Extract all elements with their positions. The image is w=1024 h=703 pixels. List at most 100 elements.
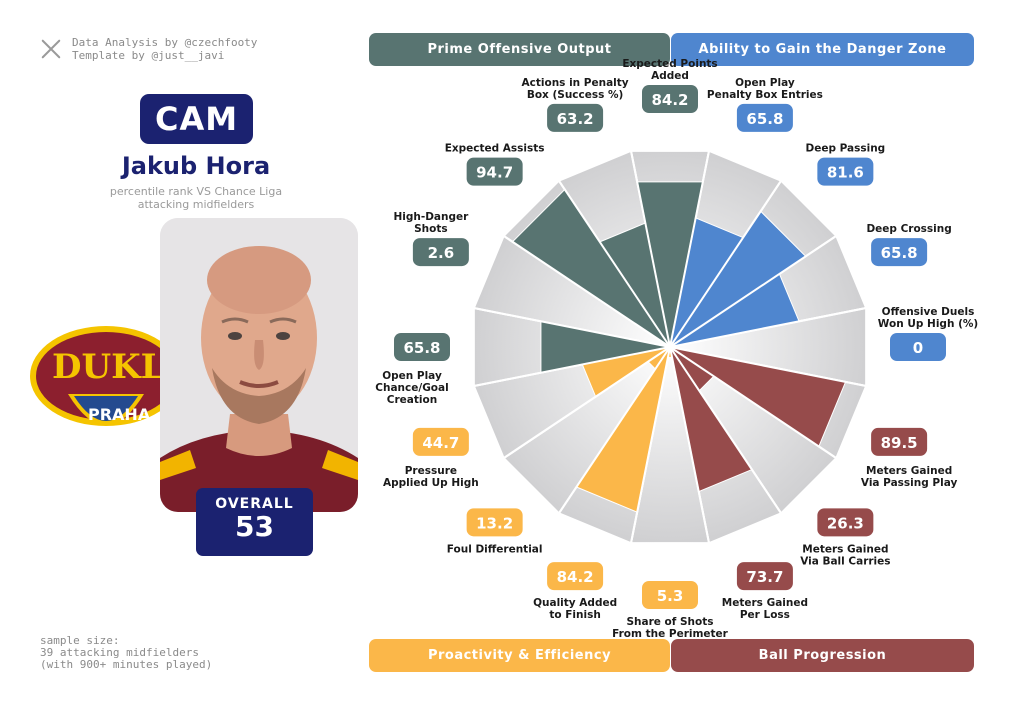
club-logo-text: DUKL (52, 347, 165, 387)
metric-value: 5.3 (657, 587, 684, 605)
metric-value: 13.2 (476, 514, 513, 532)
metric-label: Expected Assists (445, 143, 545, 155)
x-logo-icon[interactable] (40, 38, 62, 60)
metric-label: Expected Points (622, 58, 717, 70)
metric-label: Quality Added (533, 597, 617, 609)
metric-label: From the Perimeter (612, 628, 729, 640)
radar-separator (630, 150, 671, 348)
group-header-progression: Ball Progression (671, 639, 974, 672)
radar-separator (630, 346, 671, 544)
metric-label: Added (651, 70, 689, 82)
sample-line-2: 39 attacking midfielders (40, 646, 199, 659)
metric-badge-bg (466, 508, 523, 537)
player-name: Jakub Hora (121, 152, 271, 180)
metric-badge-bg (817, 508, 874, 537)
metric-badge-bg (394, 333, 450, 361)
metric-label: Deep Crossing (866, 223, 951, 235)
radar-separator (503, 346, 671, 459)
metric-label: Deep Passing (805, 143, 885, 155)
subtitle: percentile rank VS Chance Liga attacking… (60, 185, 332, 211)
metric-badge-bg (871, 427, 928, 456)
metric-badge: 13.2 (466, 508, 523, 537)
metric-label: Via Ball Carries (800, 555, 890, 567)
radar-separator (669, 346, 782, 514)
metric-label: High-Danger (393, 211, 469, 223)
metric-label: Creation (387, 394, 437, 406)
metric-label: Foul Differential (447, 543, 543, 555)
radar-separator (473, 307, 671, 348)
radar-separator (669, 346, 837, 459)
metric-badge: 2.6 (412, 238, 469, 267)
group-header-prime: Prime Offensive Output (369, 33, 670, 66)
metric-value: 65.8 (881, 244, 918, 262)
metric-label: Shots (414, 223, 448, 235)
metric-badge: 89.5 (871, 427, 928, 456)
metric-label: Won Up High (%) (878, 318, 978, 330)
metric-label: Open Play (382, 370, 442, 382)
radar-separator (669, 346, 710, 544)
metric-badge: 94.7 (466, 157, 523, 186)
overall-box: OVERALL 53 (196, 488, 313, 556)
metric-label: Pressure (405, 465, 457, 477)
metric-badge: 0 (890, 333, 946, 361)
group-header-proactivity: Proactivity & Efficiency (369, 639, 670, 672)
radar-separator (669, 235, 837, 348)
metric-badge: 73.7 (736, 562, 793, 591)
metric-badge-bg (736, 562, 793, 591)
subtitle-line-1: percentile rank VS Chance Liga (109, 185, 283, 198)
metric-badge: 84.2 (642, 85, 698, 113)
metric-badge: 5.3 (642, 581, 698, 609)
credits: Data Analysis by @czechfooty Template by… (40, 36, 257, 62)
club-logo: DUKL PRAHA (30, 326, 178, 426)
sample-size: sample size: 39 attacking midfielders (w… (40, 635, 212, 671)
player-photo (160, 218, 358, 512)
metric-value: 65.8 (403, 339, 440, 357)
credit-template: Template by @just__javi (72, 49, 225, 62)
metric-badge-bg (642, 581, 698, 609)
metric-label: to Finish (549, 609, 600, 621)
metric-badge-bg (466, 157, 523, 186)
metric-label: Per Loss (740, 609, 790, 621)
club-logo-subtext: PRAHA (88, 405, 151, 424)
metric-badge-bg (412, 427, 469, 456)
metric-label: Meters Gained (802, 543, 888, 555)
metric-value: 63.2 (557, 110, 594, 128)
metric-value: 84.2 (651, 91, 688, 109)
metric-badge: 63.2 (547, 103, 604, 132)
metric-label: Chance/Goal (375, 382, 448, 394)
metric-label: Open Play (735, 77, 795, 89)
metric-label: Actions in Penalty (522, 77, 629, 89)
metric-label: Meters Gained (866, 465, 952, 477)
metric-badge: 81.6 (817, 157, 874, 186)
metric-value: 0 (913, 339, 923, 357)
metric-value: 84.2 (557, 568, 594, 586)
metric-value: 2.6 (428, 244, 455, 262)
metric-value: 89.5 (881, 434, 918, 452)
subtitle-line-2: attacking midfielders (137, 198, 255, 211)
metric-badge: 84.2 (547, 562, 604, 591)
sample-line-1: sample size: (40, 634, 120, 647)
metric-badge-bg (871, 238, 928, 267)
metric-badge-bg (547, 562, 604, 591)
metric-value: 44.7 (422, 434, 459, 452)
metric-label: Via Passing Play (861, 477, 958, 489)
radar-separator (503, 235, 671, 348)
radar-separator (669, 346, 867, 387)
overall-value: 53 (235, 510, 274, 543)
metric-label: Meters Gained (722, 597, 808, 609)
metric-badge: 44.7 (412, 427, 469, 456)
metric-value: 65.8 (746, 110, 783, 128)
radar-separator (558, 346, 671, 514)
position-badge: CAM (140, 94, 253, 144)
metric-value: 94.7 (476, 164, 513, 182)
metric-badge-bg (642, 85, 698, 113)
credit-analysis: Data Analysis by @czechfooty (72, 36, 258, 49)
metric-label: Penalty Box Entries (707, 89, 823, 101)
metric-badge-bg (412, 238, 469, 267)
metric-value: 73.7 (746, 568, 783, 586)
radar-separator (473, 346, 671, 387)
metric-badge-bg (736, 103, 793, 132)
overall-label: OVERALL (215, 496, 294, 512)
metric-value: 26.3 (827, 514, 864, 532)
